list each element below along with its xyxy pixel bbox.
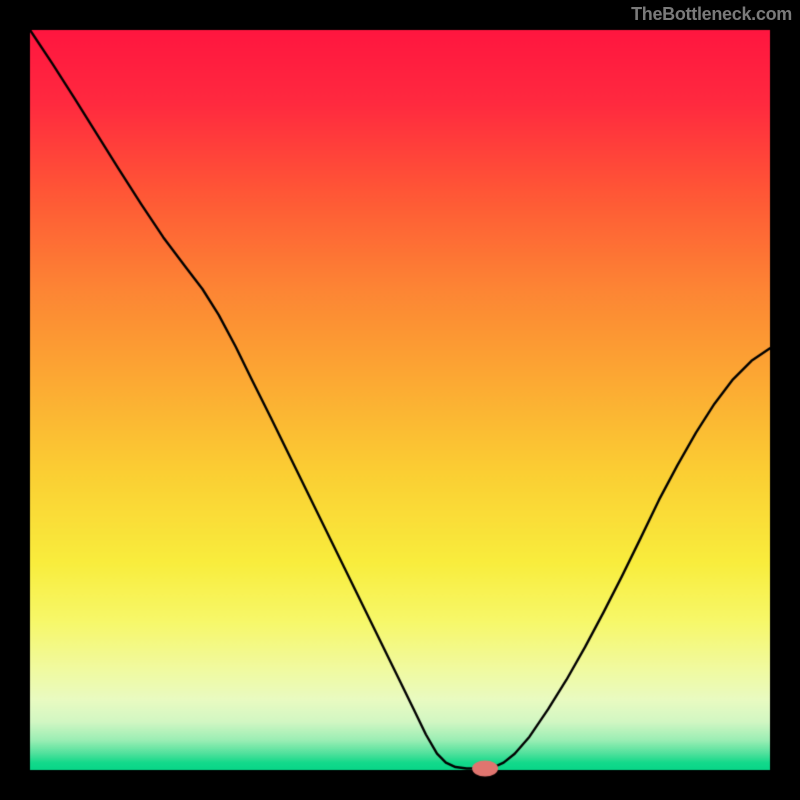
watermark-text: TheBottleneck.com — [631, 4, 792, 25]
gradient-line-chart — [0, 0, 800, 800]
chart-container: TheBottleneck.com — [0, 0, 800, 800]
